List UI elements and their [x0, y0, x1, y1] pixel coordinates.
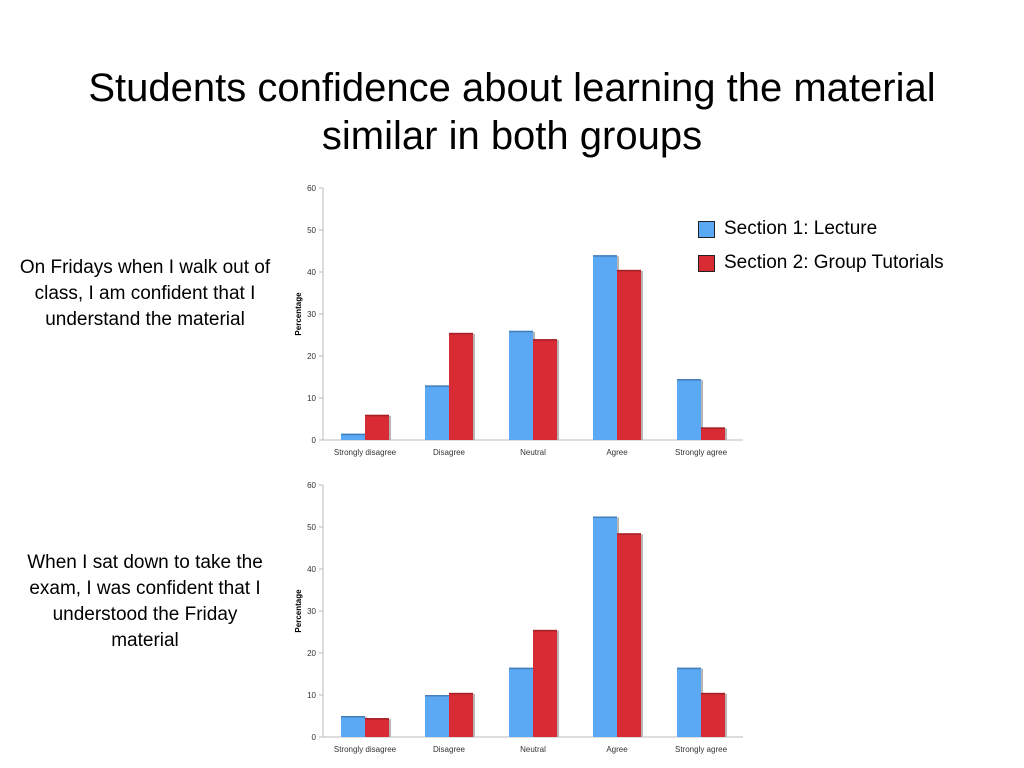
bar-top-edge — [509, 667, 533, 670]
legend-label-lecture: Section 1: Lecture — [724, 218, 878, 239]
bar-lecture — [593, 255, 617, 440]
bar-group-tutorials — [449, 332, 473, 440]
bar-top-edge — [677, 379, 701, 381]
y-tick-label: 10 — [307, 394, 316, 403]
x-tick-label: Disagree — [433, 448, 466, 457]
bar-group-tutorials — [365, 718, 389, 737]
y-tick-label: 20 — [307, 649, 316, 658]
bar-top-edge — [533, 339, 557, 341]
bar-lecture — [593, 516, 617, 737]
bar-top-edge — [617, 533, 641, 535]
bar-group-tutorials — [533, 629, 557, 737]
bar-lecture — [509, 667, 533, 737]
x-tick-label: Strongly agree — [675, 745, 728, 754]
bar-top-edge — [593, 516, 617, 518]
y-tick-label: 10 — [307, 691, 316, 700]
bar-group-tutorials — [449, 692, 473, 737]
legend-item-group-tutorials: Section 2: Group Tutorials — [698, 246, 944, 280]
bar-top-edge — [701, 427, 725, 429]
chart-legend: Section 1: Lecture Section 2: Group Tuto… — [698, 212, 944, 280]
y-tick-label: 0 — [312, 436, 317, 445]
bar-lecture — [341, 433, 365, 440]
bar-lecture — [341, 716, 365, 737]
y-tick-label: 30 — [307, 607, 316, 616]
bar-top-edge — [701, 692, 725, 695]
bar-top-edge — [449, 332, 473, 335]
bar-top-edge — [425, 695, 449, 697]
y-tick-label: 40 — [307, 268, 316, 277]
bar-lecture — [677, 667, 701, 737]
x-tick-label: Strongly disagree — [334, 745, 397, 754]
bar-top-edge — [509, 330, 533, 333]
bar-top-edge — [341, 716, 365, 718]
bar-top-edge — [533, 629, 557, 632]
bar-lecture — [425, 385, 449, 440]
y-tick-label: 30 — [307, 310, 316, 319]
y-tick-label: 50 — [307, 226, 316, 235]
x-tick-label: Disagree — [433, 745, 466, 754]
bar-group-tutorials — [701, 692, 725, 737]
y-tick-label: 60 — [307, 481, 316, 490]
bar-group-tutorials — [617, 533, 641, 737]
x-tick-label: Neutral — [520, 745, 546, 754]
bar-top-edge — [365, 414, 389, 417]
legend-label-group-tutorials: Section 2: Group Tutorials — [724, 252, 944, 273]
y-tick-label: 0 — [312, 733, 317, 742]
bar-chart-1: 0 10 20 30 40 50 60 Percentage Strongly disagree… — [294, 184, 743, 457]
bar-group-tutorials — [365, 414, 389, 440]
legend-swatch-lecture — [698, 220, 715, 238]
y-tick-label: 60 — [307, 184, 316, 193]
x-tick-label: Strongly disagree — [334, 448, 397, 457]
y-tick-label: 50 — [307, 523, 316, 532]
question-1-text: On Fridays when I walk out of class, I a… — [19, 257, 271, 330]
legend-swatch-group-tutorials — [698, 254, 715, 272]
x-tick-label: Neutral — [520, 448, 546, 457]
bar-top-edge — [617, 269, 641, 272]
y-tick-label: 20 — [307, 352, 316, 361]
bar-top-edge — [593, 255, 617, 257]
bar-top-edge — [341, 433, 365, 436]
y-axis-label: Percentage — [294, 292, 303, 336]
bar-chart-2: 0 10 20 30 40 50 60 Percentage Strongly disagree… — [294, 481, 743, 754]
x-tick-label: Strongly agree — [675, 448, 728, 457]
bar-lecture — [509, 330, 533, 440]
bar-top-edge — [365, 718, 389, 720]
y-tick-label: 40 — [307, 565, 316, 574]
x-tick-label: Agree — [606, 448, 628, 457]
bar-top-edge — [677, 667, 701, 670]
legend-item-lecture: Section 1: Lecture — [698, 212, 944, 246]
bar-top-edge — [449, 692, 473, 695]
bar-lecture — [677, 379, 701, 440]
slide-title: Students confidence about learning the m… — [88, 66, 936, 158]
y-axis-label: Percentage — [294, 589, 303, 633]
question-2-text: When I sat down to take the exam, I was … — [27, 552, 263, 651]
bar-group-tutorials — [617, 269, 641, 440]
bar-group-tutorials — [533, 339, 557, 440]
bar-top-edge — [425, 385, 449, 387]
x-tick-label: Agree — [606, 745, 628, 754]
bar-lecture — [425, 695, 449, 737]
bar-group-tutorials — [701, 427, 725, 440]
